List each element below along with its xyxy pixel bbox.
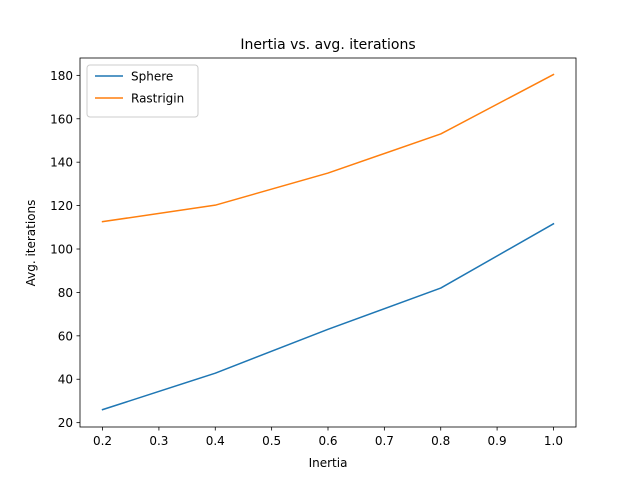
y-tick-label: 140 — [50, 156, 73, 170]
legend-box — [86, 64, 199, 118]
y-axis-label: Avg. iterations — [24, 200, 38, 287]
x-axis-label: Inertia — [309, 456, 348, 470]
y-tick-label: 120 — [50, 199, 73, 213]
x-tick-label: 0.6 — [318, 434, 337, 448]
y-tick-label: 60 — [58, 329, 73, 343]
y-tick-label: 40 — [58, 373, 73, 387]
y-tick-label: 160 — [50, 112, 73, 126]
x-tick-label: 0.5 — [262, 434, 281, 448]
x-tick-label: 0.2 — [93, 434, 112, 448]
y-tick-label: 20 — [58, 416, 73, 430]
x-tick-label: 0.8 — [431, 434, 450, 448]
y-axis: 20 40 60 80 100 120 140 160 180 — [50, 69, 80, 430]
y-tick-label: 80 — [58, 286, 73, 300]
legend-label-sphere: Sphere — [131, 70, 173, 84]
y-tick-label: 100 — [50, 243, 73, 257]
y-tick-label: 180 — [50, 69, 73, 83]
x-tick-label: 0.7 — [375, 434, 394, 448]
x-tick-label: 0.9 — [488, 434, 507, 448]
chart-title: Inertia vs. avg. iterations — [240, 37, 415, 53]
x-tick-label: 0.3 — [149, 434, 168, 448]
legend: Sphere Rastrigin — [86, 64, 199, 118]
legend-label-rastrigin: Rastrigin — [131, 92, 184, 106]
x-axis: 0.2 0.3 0.4 0.5 0.6 0.7 0.8 0.9 1.0 — [93, 427, 563, 448]
x-tick-label: 0.4 — [206, 434, 225, 448]
x-tick-label: 1.0 — [544, 434, 563, 448]
